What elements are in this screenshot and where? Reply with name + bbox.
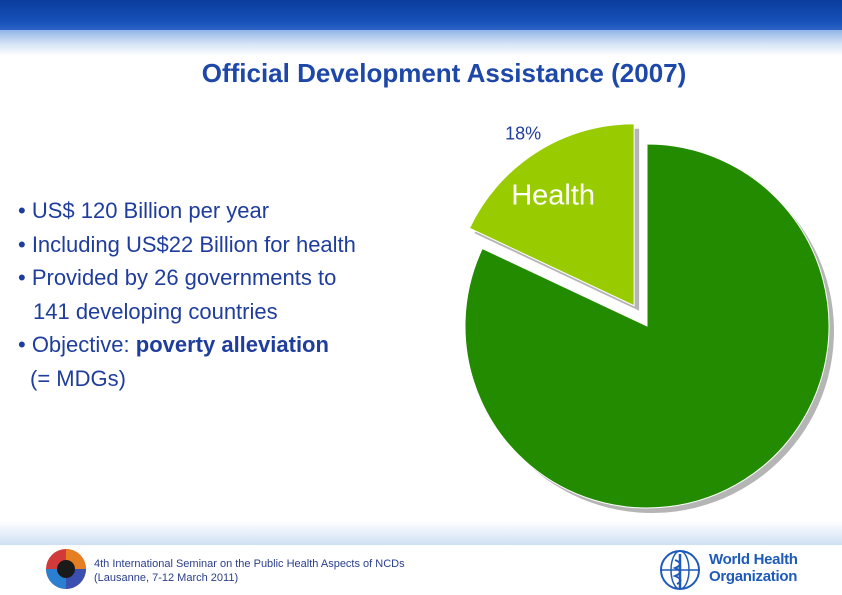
- pie-slice-health: [468, 123, 635, 307]
- bullet-item: 141 developing countries: [33, 298, 278, 324]
- seminar-logo: [46, 549, 86, 589]
- bullet-list: • US$ 120 Billion per year • Including U…: [18, 194, 458, 395]
- who-logo: [660, 550, 700, 590]
- bullet-item: • Including US$22 Billion for health: [18, 231, 356, 257]
- who-name-line: Organization: [709, 568, 798, 585]
- footer-band: [0, 545, 842, 595]
- who-name: World Health Organization: [709, 551, 798, 585]
- pie-percent-label: 18%: [505, 124, 541, 144]
- bullet-item: • Objective: poverty alleviation: [18, 328, 458, 362]
- footer-line: (Lausanne, 7-12 March 2011): [94, 572, 239, 584]
- slide-title: Official Development Assistance (2007): [201, 58, 687, 88]
- bullet-text: • Objective:: [18, 332, 136, 357]
- footer-line: 4th International Seminar on the Public …: [94, 558, 405, 570]
- header-fade: [0, 30, 842, 56]
- footer-fade: [0, 521, 842, 545]
- bullet-item: • Provided by 26 governments to: [18, 265, 337, 290]
- pie-slice-other: [464, 143, 830, 509]
- bullet-item: (= MDGs): [30, 365, 126, 391]
- header-band: [0, 0, 842, 30]
- who-name-line: World Health: [709, 551, 798, 568]
- footer-text: 4th International Seminar on the Public …: [94, 557, 405, 585]
- bullet-item: • US$ 120 Billion per year: [18, 198, 270, 223]
- bullet-emphasis: poverty alleviation: [135, 332, 329, 357]
- pie-slice-label: Health: [511, 180, 595, 212]
